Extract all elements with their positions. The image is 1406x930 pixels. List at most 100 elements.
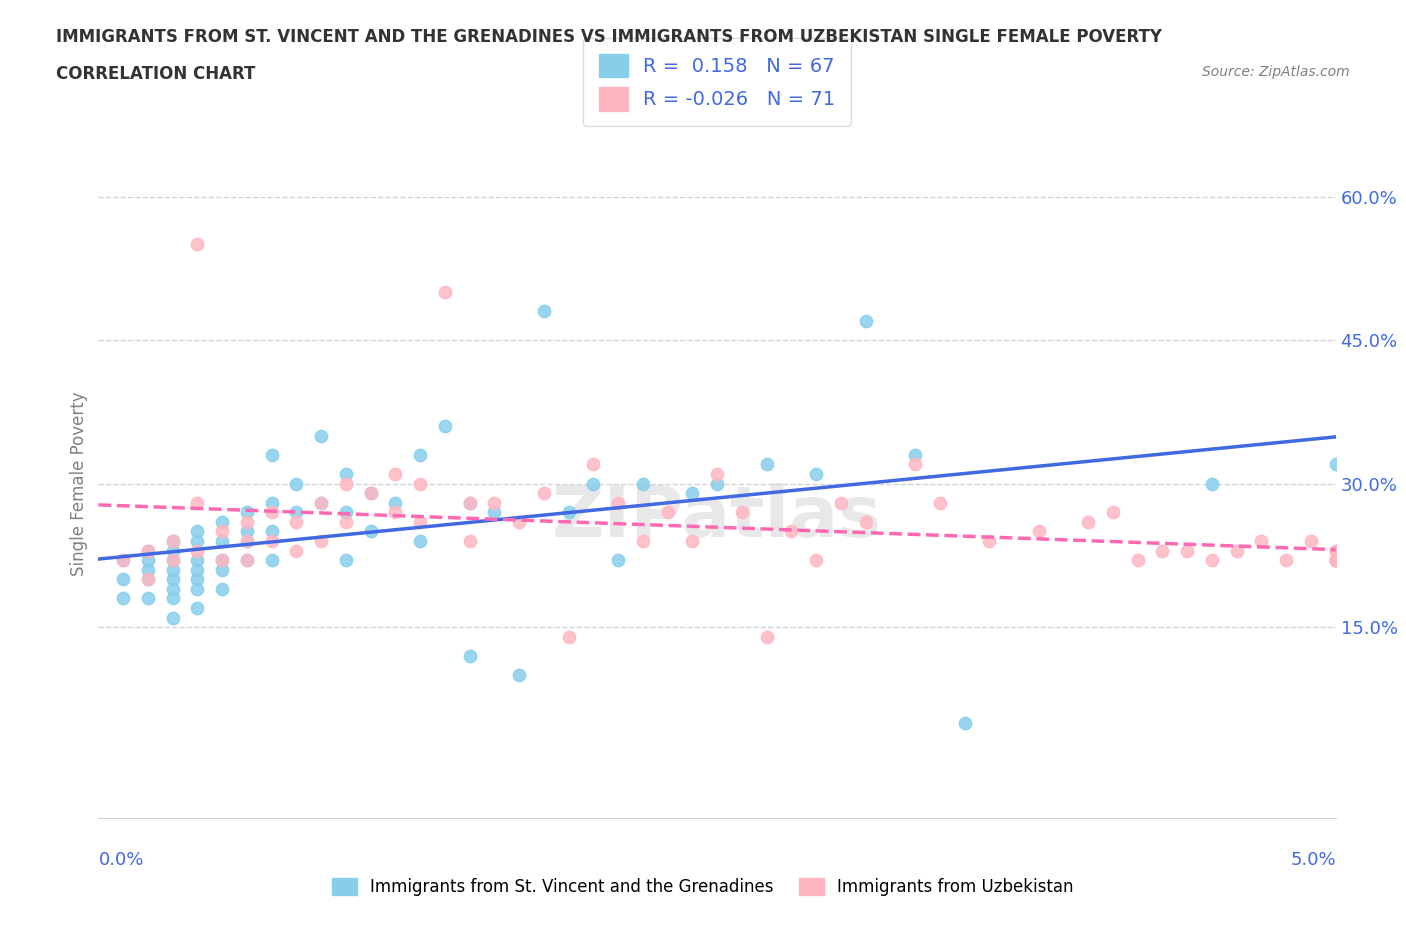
Point (162, 543, 184, 558)
Point (112, 572, 135, 587)
Point (162, 591, 184, 605)
Point (162, 610, 184, 625)
Point (582, 476, 605, 491)
Point (162, 552, 184, 567)
Point (211, 534, 233, 549)
Point (360, 485, 382, 500)
Text: 5.0%: 5.0% (1291, 851, 1336, 869)
Point (804, 467, 827, 482)
Point (433, 418, 456, 433)
Point (360, 485, 382, 500)
Point (211, 552, 233, 567)
Point (1201, 476, 1223, 491)
Point (557, 505, 579, 520)
Point (186, 601, 208, 616)
Point (136, 543, 159, 558)
Point (1028, 524, 1050, 538)
Point (1324, 552, 1347, 567)
Point (607, 496, 630, 511)
Point (162, 581, 184, 596)
Point (136, 591, 159, 605)
Point (236, 534, 259, 549)
Point (309, 429, 332, 444)
Point (186, 543, 208, 558)
Point (904, 447, 927, 462)
Point (285, 505, 308, 520)
Point (1324, 552, 1347, 567)
Point (260, 496, 283, 511)
Point (458, 496, 481, 511)
Point (1324, 552, 1347, 567)
Point (1275, 552, 1298, 567)
Point (731, 505, 754, 520)
Point (979, 534, 1001, 549)
Point (136, 543, 159, 558)
Point (928, 496, 950, 511)
Point (1324, 552, 1347, 567)
Point (186, 237, 208, 252)
Point (1250, 534, 1272, 549)
Point (186, 581, 208, 596)
Point (211, 514, 233, 529)
Point (1324, 457, 1347, 472)
Point (211, 563, 233, 578)
Point (186, 552, 208, 567)
Point (433, 285, 456, 299)
Point (631, 534, 654, 549)
Y-axis label: Single Female Poverty: Single Female Poverty (70, 392, 89, 576)
Point (409, 447, 432, 462)
Point (607, 552, 630, 567)
Point (904, 457, 927, 472)
Point (162, 572, 184, 587)
Point (855, 313, 877, 328)
Text: ZIPatlas: ZIPatlas (553, 483, 882, 551)
Point (384, 505, 406, 520)
Point (557, 630, 579, 644)
Point (533, 485, 555, 500)
Point (582, 457, 605, 472)
Point (260, 505, 283, 520)
Point (508, 668, 530, 683)
Point (706, 476, 728, 491)
Point (755, 630, 778, 644)
Point (112, 552, 135, 567)
Point (458, 534, 481, 549)
Point (1324, 552, 1347, 567)
Point (1226, 543, 1249, 558)
Legend: Immigrants from St. Vincent and the Grenadines, Immigrants from Uzbekistan: Immigrants from St. Vincent and the Gren… (326, 871, 1080, 903)
Point (706, 467, 728, 482)
Point (162, 563, 184, 578)
Text: IMMIGRANTS FROM ST. VINCENT AND THE GRENADINES VS IMMIGRANTS FROM UZBEKISTAN SIN: IMMIGRANTS FROM ST. VINCENT AND THE GREN… (56, 28, 1163, 46)
Point (186, 534, 208, 549)
Point (1077, 514, 1099, 529)
Point (409, 534, 432, 549)
Point (309, 496, 332, 511)
Point (335, 505, 357, 520)
Point (260, 552, 283, 567)
Point (458, 648, 481, 663)
Point (1324, 543, 1347, 558)
Point (953, 715, 976, 730)
Point (162, 534, 184, 549)
Point (855, 514, 877, 529)
Point (1175, 543, 1198, 558)
Point (335, 514, 357, 529)
Legend: R =  0.158   N = 67, R = -0.026   N = 71: R = 0.158 N = 67, R = -0.026 N = 71 (583, 38, 851, 126)
Point (755, 457, 778, 472)
Point (508, 514, 530, 529)
Point (236, 552, 259, 567)
Point (681, 534, 703, 549)
Point (260, 534, 283, 549)
Text: CORRELATION CHART: CORRELATION CHART (56, 65, 256, 83)
Point (1324, 552, 1347, 567)
Point (335, 467, 357, 482)
Point (1126, 552, 1149, 567)
Point (780, 524, 803, 538)
Point (1324, 552, 1347, 567)
Point (236, 505, 259, 520)
Point (186, 524, 208, 538)
Point (484, 505, 506, 520)
Point (236, 552, 259, 567)
Point (1152, 543, 1174, 558)
Point (1299, 534, 1322, 549)
